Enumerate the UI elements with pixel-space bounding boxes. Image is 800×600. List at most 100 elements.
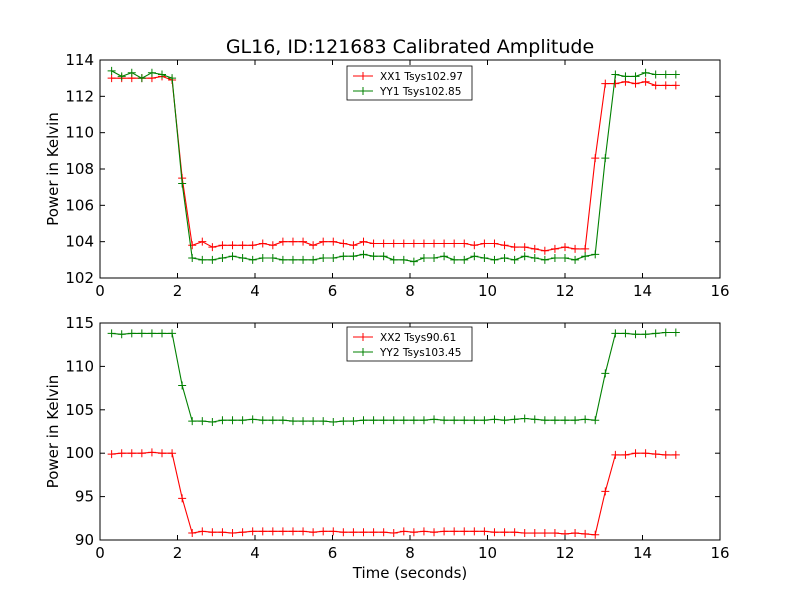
data-point bbox=[671, 70, 680, 79]
data-point bbox=[168, 329, 177, 338]
data-point bbox=[379, 252, 388, 261]
data-point bbox=[540, 416, 549, 425]
data-point bbox=[409, 528, 418, 537]
data-point bbox=[248, 241, 257, 250]
series-1-1 bbox=[107, 72, 680, 255]
legend-label: YY1 Tsys102.85 bbox=[379, 86, 461, 98]
data-point bbox=[208, 417, 217, 426]
x-tick-label: 0 bbox=[95, 544, 105, 562]
data-point bbox=[379, 416, 388, 425]
data-point bbox=[530, 254, 539, 263]
data-point bbox=[651, 70, 660, 79]
data-point bbox=[550, 416, 559, 425]
data-point bbox=[530, 244, 539, 253]
data-point bbox=[238, 416, 247, 425]
data-point bbox=[178, 381, 187, 390]
data-point bbox=[218, 416, 227, 425]
data-point bbox=[369, 239, 378, 248]
data-point bbox=[147, 329, 156, 338]
y-tick-label: 114 bbox=[65, 51, 94, 69]
legend: XX1 Tsys102.97 YY1 Tsys102.85 bbox=[346, 65, 473, 101]
data-point bbox=[651, 329, 660, 338]
data-point bbox=[208, 528, 217, 537]
data-point bbox=[107, 329, 116, 338]
data-point bbox=[540, 246, 549, 255]
data-point bbox=[621, 450, 630, 459]
x-tick-label: 14 bbox=[633, 282, 652, 300]
data-point bbox=[399, 255, 408, 264]
data-point bbox=[389, 255, 398, 264]
data-point bbox=[571, 255, 580, 264]
legend-swatch-marker bbox=[359, 333, 367, 341]
data-point bbox=[107, 66, 116, 75]
data-point bbox=[651, 450, 660, 459]
data-point bbox=[460, 416, 469, 425]
y-tick-label: 104 bbox=[65, 233, 94, 251]
data-point bbox=[470, 416, 479, 425]
data-point bbox=[147, 448, 156, 457]
data-point bbox=[258, 239, 267, 248]
data-point bbox=[228, 241, 237, 250]
data-point bbox=[188, 529, 197, 538]
data-point bbox=[490, 528, 499, 537]
data-point bbox=[309, 417, 318, 426]
data-point bbox=[198, 417, 207, 426]
data-point bbox=[288, 237, 297, 246]
data-point bbox=[168, 74, 177, 83]
chart-panel-1: 0 2 4 6 8 10 12 14 16 102 104 106 108 110 112 114 Power … bbox=[44, 51, 730, 300]
data-point bbox=[520, 243, 529, 252]
data-point bbox=[329, 254, 338, 263]
data-point bbox=[339, 239, 348, 248]
data-point bbox=[349, 528, 358, 537]
data-point bbox=[299, 237, 308, 246]
y-axis-label: Power in Kelvin bbox=[44, 375, 62, 489]
data-point bbox=[631, 449, 640, 458]
legend-box bbox=[346, 65, 473, 101]
data-point bbox=[168, 449, 177, 458]
data-point bbox=[591, 250, 600, 259]
data-point bbox=[137, 74, 146, 83]
data-point bbox=[500, 241, 509, 250]
data-point bbox=[309, 255, 318, 264]
y-tick-label: 90 bbox=[75, 531, 94, 549]
data-point bbox=[379, 239, 388, 248]
data-point bbox=[188, 417, 197, 426]
data-point bbox=[228, 416, 237, 425]
y-tick-label: 112 bbox=[65, 87, 94, 105]
data-point bbox=[178, 179, 187, 188]
data-point bbox=[208, 243, 217, 252]
data-point bbox=[581, 529, 590, 538]
data-point bbox=[671, 450, 680, 459]
data-point bbox=[359, 528, 368, 537]
data-point bbox=[299, 417, 308, 426]
data-point bbox=[258, 254, 267, 263]
data-point bbox=[369, 528, 378, 537]
y-tick-label: 110 bbox=[65, 357, 94, 375]
x-tick-label: 10 bbox=[478, 282, 497, 300]
data-point bbox=[349, 241, 358, 250]
data-point bbox=[550, 254, 559, 263]
data-point bbox=[561, 243, 569, 252]
data-point bbox=[107, 450, 116, 459]
data-point bbox=[359, 237, 368, 246]
data-point bbox=[661, 70, 670, 79]
data-point bbox=[359, 416, 368, 425]
x-tick-label: 2 bbox=[173, 544, 183, 562]
data-point bbox=[127, 68, 136, 77]
data-point bbox=[440, 239, 449, 248]
y-tick-label: 105 bbox=[65, 401, 94, 419]
data-point bbox=[419, 527, 428, 536]
data-point bbox=[268, 416, 277, 425]
data-point bbox=[520, 252, 529, 261]
data-point bbox=[339, 252, 348, 261]
data-point bbox=[571, 244, 580, 253]
data-point bbox=[661, 81, 670, 90]
data-point bbox=[389, 416, 398, 425]
x-tick-label: 16 bbox=[710, 544, 729, 562]
data-point bbox=[611, 79, 620, 88]
data-point bbox=[510, 243, 519, 252]
series-2-1 bbox=[107, 448, 680, 539]
data-point bbox=[631, 330, 640, 339]
data-point bbox=[671, 81, 680, 90]
